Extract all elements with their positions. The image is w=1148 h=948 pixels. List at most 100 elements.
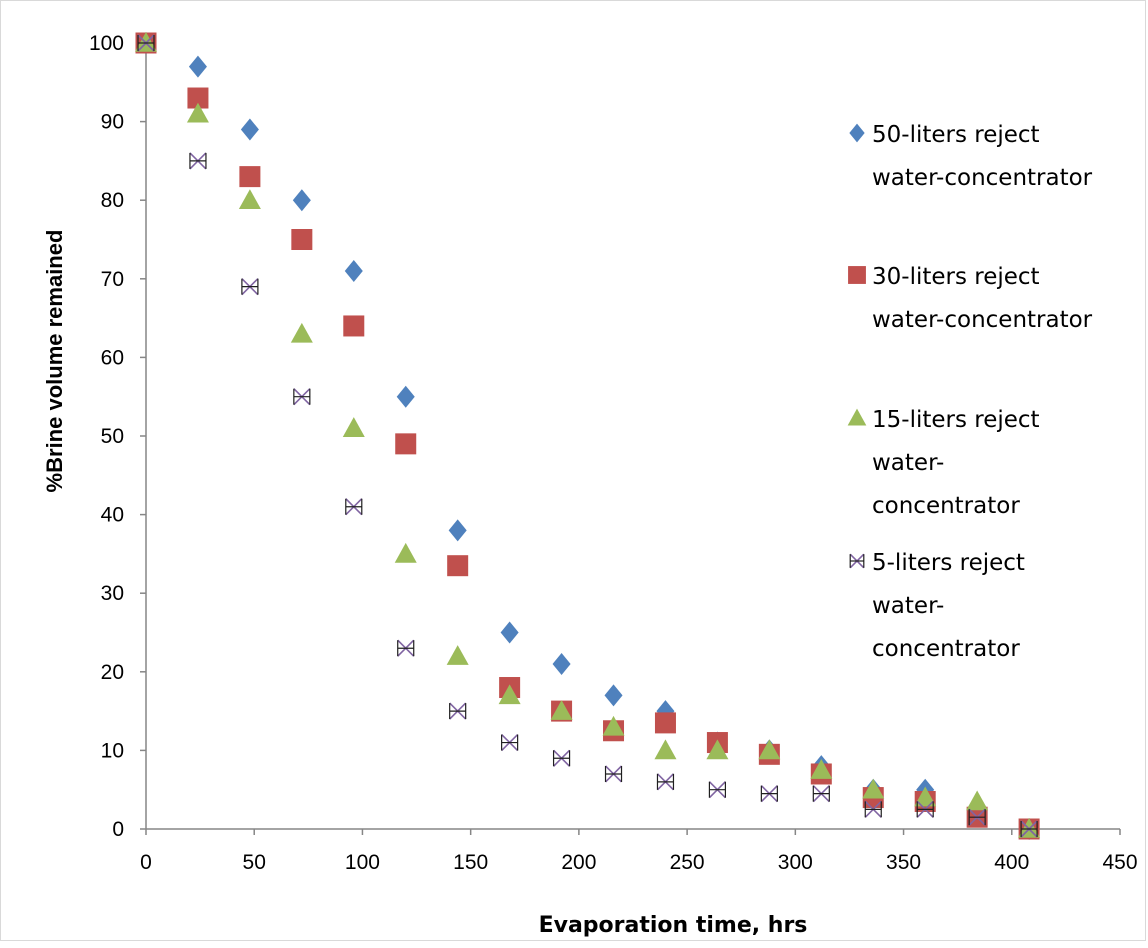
data-point-triangle xyxy=(446,645,469,665)
data-point-square xyxy=(187,87,209,109)
data-point-triangle xyxy=(342,417,365,437)
y-tick-label: 80 xyxy=(101,189,124,212)
data-point-square xyxy=(291,229,313,250)
data-point-x xyxy=(708,781,727,799)
data-point-x xyxy=(968,808,986,826)
series-4 xyxy=(137,34,1038,838)
x-tick-label: 400 xyxy=(994,851,1029,874)
axes xyxy=(145,41,1120,830)
data-point-triangle xyxy=(498,684,521,705)
data-point-x xyxy=(397,639,415,657)
data-point-triangle xyxy=(394,542,417,563)
data-point-triangle xyxy=(186,102,209,123)
x-axis-title: Evaporation time, hrs xyxy=(539,913,808,938)
legend-label: 50-liters reject xyxy=(872,122,1040,148)
data-point-square xyxy=(447,555,469,577)
data-point-diamond xyxy=(344,259,363,282)
x-tick-label: 300 xyxy=(778,851,813,874)
data-point-square xyxy=(343,315,365,337)
data-point-x xyxy=(1020,820,1038,838)
data-point-diamond xyxy=(396,385,415,408)
legend-marker-square xyxy=(848,266,866,284)
data-point-diamond xyxy=(500,621,519,644)
y-tick-labels: 0 10 20 30 40 50 60 70 80 90 100 xyxy=(89,32,146,841)
legend-label: water-concentrator xyxy=(872,307,1093,333)
data-point-triangle xyxy=(966,790,989,811)
data-point-diamond xyxy=(240,118,259,141)
data-point-triangle xyxy=(914,786,937,807)
y-tick-label: 60 xyxy=(101,346,124,369)
data-point-square xyxy=(654,712,676,734)
y-tick-label: 40 xyxy=(101,504,124,527)
x-tick-label: 250 xyxy=(670,851,705,874)
y-axis-title: %Brine volume remained xyxy=(42,230,67,493)
legend-label: 15-liters reject xyxy=(872,407,1040,433)
legend-entry: 15-liters reject water-concentrator xyxy=(847,407,1040,519)
data-point-diamond xyxy=(448,519,467,542)
x-tick-label: 200 xyxy=(561,851,596,874)
legend-label: water- xyxy=(872,593,944,619)
data-point-triangle xyxy=(602,715,625,736)
data-point-diamond xyxy=(604,684,623,707)
legend-label: concentrator xyxy=(872,493,1020,519)
data-point-triangle xyxy=(758,739,781,760)
data-point-x xyxy=(449,702,467,720)
x-tick-label: 0 xyxy=(140,851,152,874)
data-point-x xyxy=(293,388,311,406)
data-point-x xyxy=(189,152,207,170)
x-tick-label: 100 xyxy=(345,851,380,874)
data-point-triangle xyxy=(654,739,677,760)
legend-label: water- xyxy=(872,450,944,476)
data-point-x xyxy=(137,34,155,52)
data-point-x xyxy=(552,749,571,767)
legend-label: concentrator xyxy=(872,636,1020,662)
data-point-x xyxy=(864,800,882,818)
data-point-x xyxy=(812,785,830,803)
legend: 50-liters rejectwater-concentrator30-lit… xyxy=(847,122,1093,662)
legend-label: water-concentrator xyxy=(872,165,1093,191)
data-point-triangle xyxy=(290,322,313,343)
data-point-triangle xyxy=(862,778,885,799)
x-tick-labels: 0 50 100 150 200 250 300 350 400 450 xyxy=(140,829,1138,874)
data-point-triangle xyxy=(706,739,729,760)
x-tick-label: 150 xyxy=(453,851,488,874)
legend-entry: 5-liters reject water-concentrator xyxy=(849,550,1025,662)
x-tick-label: 50 xyxy=(243,851,266,874)
data-point-diamond xyxy=(552,652,571,675)
data-point-square xyxy=(395,433,417,455)
data-point-x xyxy=(604,765,623,783)
x-tick-label: 350 xyxy=(886,851,921,874)
series-3 xyxy=(135,32,1041,838)
data-point-x xyxy=(501,733,519,752)
y-tick-label: 90 xyxy=(101,111,124,134)
data-point-x xyxy=(916,800,934,818)
data-point-triangle xyxy=(550,700,573,720)
legend-marker-diamond xyxy=(849,123,865,143)
y-tick-label: 10 xyxy=(101,739,124,762)
data-point-triangle xyxy=(238,189,261,209)
legend-label: 30-liters reject xyxy=(872,264,1040,290)
legend-entry: 30-liters reject water-concentrator xyxy=(848,264,1093,333)
legend-entry: 50-liters reject water-concentrator xyxy=(849,122,1093,191)
data-point-diamond xyxy=(188,55,207,78)
data-point-triangle xyxy=(810,759,833,779)
y-tick-label: 100 xyxy=(89,32,124,55)
y-tick-label: 20 xyxy=(101,661,124,684)
data-point-x xyxy=(241,278,259,296)
legend-label: 5-liters reject xyxy=(872,550,1025,576)
data-point-square xyxy=(239,166,261,188)
y-tick-label: 0 xyxy=(112,818,124,841)
y-tick-label: 70 xyxy=(101,268,124,291)
data-point-x xyxy=(760,785,778,803)
data-point-diamond xyxy=(292,189,311,212)
data-point-x xyxy=(656,773,675,791)
data-points xyxy=(135,32,1041,840)
y-tick-label: 30 xyxy=(101,582,124,605)
legend-marker-triangle xyxy=(847,408,867,426)
y-tick-label: 50 xyxy=(101,425,124,448)
data-point-x xyxy=(345,498,363,516)
x-tick-label: 450 xyxy=(1102,851,1137,874)
